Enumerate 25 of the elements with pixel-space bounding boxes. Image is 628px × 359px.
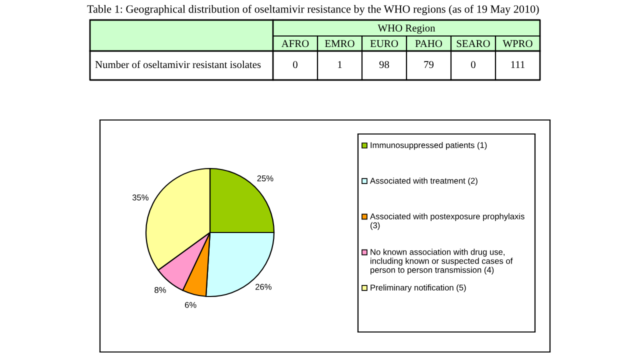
data-label: 25%: [257, 175, 274, 182]
data-label: 0: [471, 61, 476, 68]
data-label: 1: [338, 61, 342, 68]
legend-label: No known association with drug use, including known or suspected cases of person to person transmission (4): [370, 248, 513, 275]
legend-label: Associated with postexposure prophylaxis (3): [370, 213, 524, 230]
category-label: AFRO: [281, 40, 309, 48]
category-label: SEARO: [456, 40, 490, 48]
legend-label: Preliminary notification (5): [370, 284, 466, 292]
category-label: EMRO: [325, 40, 354, 48]
category-label: EURO: [370, 40, 398, 48]
text: WHO Region: [378, 24, 436, 34]
text: Number of oseltamivir resistant isolates: [95, 60, 261, 68]
data-label: 35%: [132, 194, 148, 200]
legend-label: Immunosuppressed patients (1): [370, 142, 487, 150]
legend-label: Associated with treatment (2): [370, 178, 478, 186]
data-label: 8%: [154, 287, 166, 293]
category-label: WPRO: [502, 40, 532, 48]
data-label: 0: [293, 61, 298, 68]
data-label: 111: [511, 61, 525, 68]
data-label: 26%: [256, 284, 272, 290]
category-label: PAHO: [415, 40, 442, 48]
data-label: 6%: [184, 302, 196, 308]
data-label: 98: [379, 61, 390, 68]
text: Table 1: Geographical distribution of oseltamivir resistance by the WHO regions (as of 19 May 2010): [87, 4, 539, 16]
data-label: 79: [424, 61, 434, 68]
